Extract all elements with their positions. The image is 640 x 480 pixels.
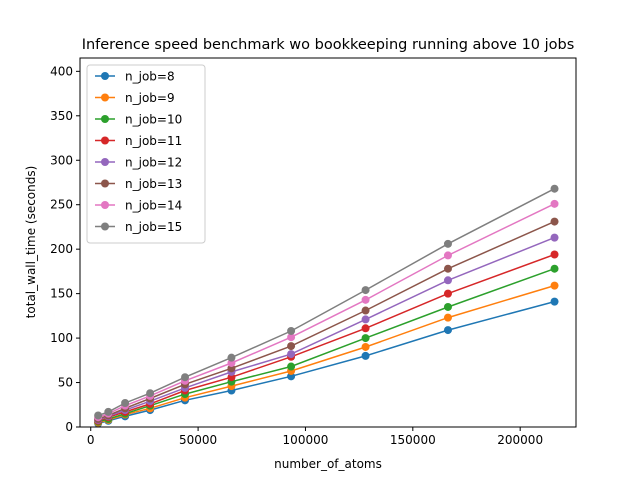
data-point — [361, 295, 370, 304]
series-line — [97, 203, 555, 418]
y-axis: 0 50 100 150 200 250 300 350 400 — [50, 64, 80, 434]
data-point — [361, 315, 370, 324]
data-point — [550, 184, 559, 193]
x-tick-label: 150000 — [390, 433, 436, 447]
data-point — [443, 326, 452, 335]
y-tick-label: 300 — [50, 153, 73, 167]
series-line — [97, 253, 555, 422]
data-point — [443, 251, 452, 260]
data-point — [550, 217, 559, 226]
legend-marker — [101, 201, 109, 209]
data-point — [443, 289, 452, 298]
series-line — [98, 267, 555, 423]
legend-marker — [101, 222, 109, 231]
legend-label: n_job=10 — [125, 113, 182, 127]
legend-item: n_job=13 — [95, 177, 182, 191]
data-point — [361, 306, 370, 315]
data-point — [443, 302, 452, 311]
legend-item: n_job=10 — [95, 113, 182, 127]
legend-marker — [101, 93, 109, 102]
legend-label: n_job=9 — [125, 91, 175, 105]
y-tick-label: 400 — [50, 64, 73, 78]
legend-marker — [101, 72, 109, 80]
data-point — [443, 264, 452, 273]
data-point — [287, 326, 296, 335]
data-point — [443, 276, 452, 285]
data-point — [287, 350, 296, 359]
y-tick-label: 250 — [50, 198, 73, 212]
data-point — [94, 411, 103, 420]
x-tick-label: 100000 — [283, 433, 329, 447]
data-point — [361, 334, 370, 343]
legend-item: n_job=12 — [95, 156, 182, 170]
data-point — [361, 351, 370, 360]
y-tick-label: 100 — [50, 331, 73, 345]
y-tick-label: 50 — [58, 376, 73, 390]
data-point — [361, 286, 370, 295]
data-point — [121, 398, 130, 407]
data-point — [550, 297, 559, 306]
legend-marker — [101, 115, 109, 123]
data-point — [550, 264, 559, 273]
x-tick-label: 200000 — [497, 433, 543, 447]
x-tick-label: 50000 — [179, 433, 217, 447]
data-point — [227, 353, 236, 362]
series-line — [97, 188, 555, 417]
data-point — [287, 333, 296, 342]
x-tick-label: 0 — [87, 433, 95, 447]
data-point — [104, 407, 113, 416]
legend-label: n_job=8 — [125, 70, 175, 84]
legend-marker — [101, 179, 109, 188]
legend: n_job=8 n_job=9 n_job=10 n_job=11 n_job=12 n_… — [86, 64, 206, 244]
legend-item: n_job=15 — [95, 220, 182, 234]
y-tick-label: 200 — [50, 242, 73, 256]
series-n-job-15 — [94, 184, 559, 420]
series-line — [98, 300, 555, 425]
y-axis-label: total_wall_time (seconds) — [24, 166, 38, 319]
data-point — [361, 324, 370, 333]
legend-item: n_job=14 — [95, 199, 182, 213]
data-point — [146, 389, 155, 398]
series-line — [97, 220, 555, 420]
legend-marker — [101, 136, 109, 145]
y-tick-label: 350 — [50, 109, 73, 123]
series-line — [98, 284, 555, 424]
data-point — [361, 342, 370, 351]
data-point — [181, 373, 190, 382]
data-point — [443, 239, 452, 248]
legend-label: n_job=11 — [125, 134, 182, 148]
data-point — [287, 342, 296, 351]
y-tick-label: 150 — [50, 287, 73, 301]
legend-item: n_job=11 — [95, 134, 182, 148]
x-axis: 0 50000 100000 150000 200000 — [87, 427, 543, 447]
legend-label: n_job=14 — [125, 199, 182, 213]
data-point — [550, 199, 559, 208]
legend-item: n_job=8 — [95, 70, 175, 84]
series-line — [97, 236, 555, 421]
legend-label: n_job=12 — [125, 156, 182, 170]
chart-title: Inference speed benchmark wo bookkeeping… — [82, 37, 575, 53]
x-axis-label: number_of_atoms — [274, 457, 382, 471]
data-point — [443, 313, 452, 322]
data-point — [550, 233, 559, 242]
legend-box — [86, 64, 206, 244]
data-point — [550, 281, 559, 290]
legend-label: n_job=13 — [125, 177, 182, 191]
data-point — [287, 362, 296, 371]
plot-frame — [79, 57, 577, 428]
legend-label: n_job=15 — [125, 220, 182, 234]
y-tick-label: 0 — [65, 420, 73, 434]
plot-area — [94, 184, 559, 428]
legend-item: n_job=9 — [95, 91, 175, 105]
data-point — [550, 250, 559, 259]
legend-marker — [101, 158, 109, 166]
